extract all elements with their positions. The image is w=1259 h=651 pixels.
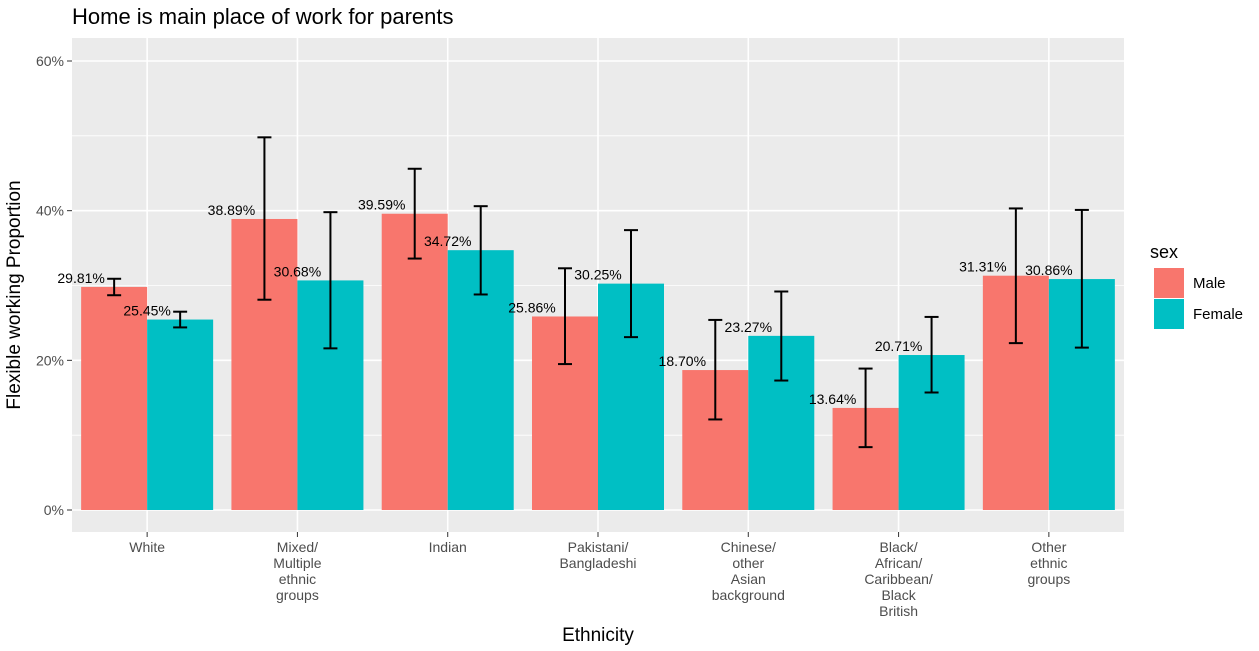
data-label-female: 23.27%	[725, 319, 772, 335]
data-label-male: 29.81%	[57, 270, 104, 286]
y-tick-label: 40%	[36, 203, 64, 219]
legend-label-male: Male	[1193, 275, 1226, 292]
bars	[81, 213, 1115, 511]
y-tick-label: 20%	[36, 352, 64, 368]
bar-female	[147, 319, 214, 510]
bar-male	[81, 286, 148, 510]
x-tick-label: Black/African/Caribbean/Black British	[864, 539, 933, 619]
legend-swatch-female	[1154, 299, 1184, 329]
legend: sex Male Female	[1150, 242, 1243, 329]
legend-title: sex	[1150, 242, 1178, 262]
data-label-male: 39.59%	[358, 197, 405, 213]
data-label-female: 34.72%	[424, 233, 471, 249]
x-tick-label: Mixed/Multiple ethnic groups	[273, 539, 321, 603]
data-label-male: 31.31%	[959, 259, 1006, 275]
data-label-female: 30.86%	[1025, 262, 1072, 278]
y-tick-label: 60%	[36, 53, 64, 69]
y-tick-label: 0%	[44, 502, 64, 518]
data-label-female: 30.25%	[574, 267, 621, 283]
x-tick-label: Pakistani/Bangladeshi	[559, 539, 636, 571]
legend-swatch-male	[1154, 268, 1184, 298]
data-label-female: 25.45%	[123, 303, 170, 319]
y-axis: 0% 20% 40% 60%	[36, 53, 72, 518]
x-axis-title: Ethnicity	[562, 625, 634, 646]
x-tick-label: Other ethnic groups	[1027, 539, 1070, 587]
data-label-male: 18.70%	[659, 353, 706, 369]
x-tick-label: Indian	[429, 539, 467, 555]
x-tick-label: Chinese/other Asian background	[712, 539, 785, 603]
data-label-female: 20.71%	[875, 338, 922, 354]
x-tick-label: White	[129, 539, 165, 555]
bar-male	[381, 213, 448, 510]
chart-title: Home is main place of work for parents	[72, 4, 454, 29]
error-bars	[107, 136, 1089, 449]
legend-label-female: Female	[1193, 306, 1243, 323]
data-labels: 29.81% 38.89% 39.59% 25.86% 18.70% 13.64% 31.3…	[57, 197, 1072, 407]
data-label-female: 30.68%	[274, 263, 321, 279]
x-axis: White Mixed/Multiple ethnic groups Indian Pak…	[129, 532, 1070, 619]
y-axis-title: Flexible working Proportion	[4, 180, 25, 409]
data-label-male: 13.64%	[809, 391, 856, 407]
data-label-male: 25.86%	[508, 299, 555, 315]
data-label-male: 38.89%	[208, 202, 255, 218]
